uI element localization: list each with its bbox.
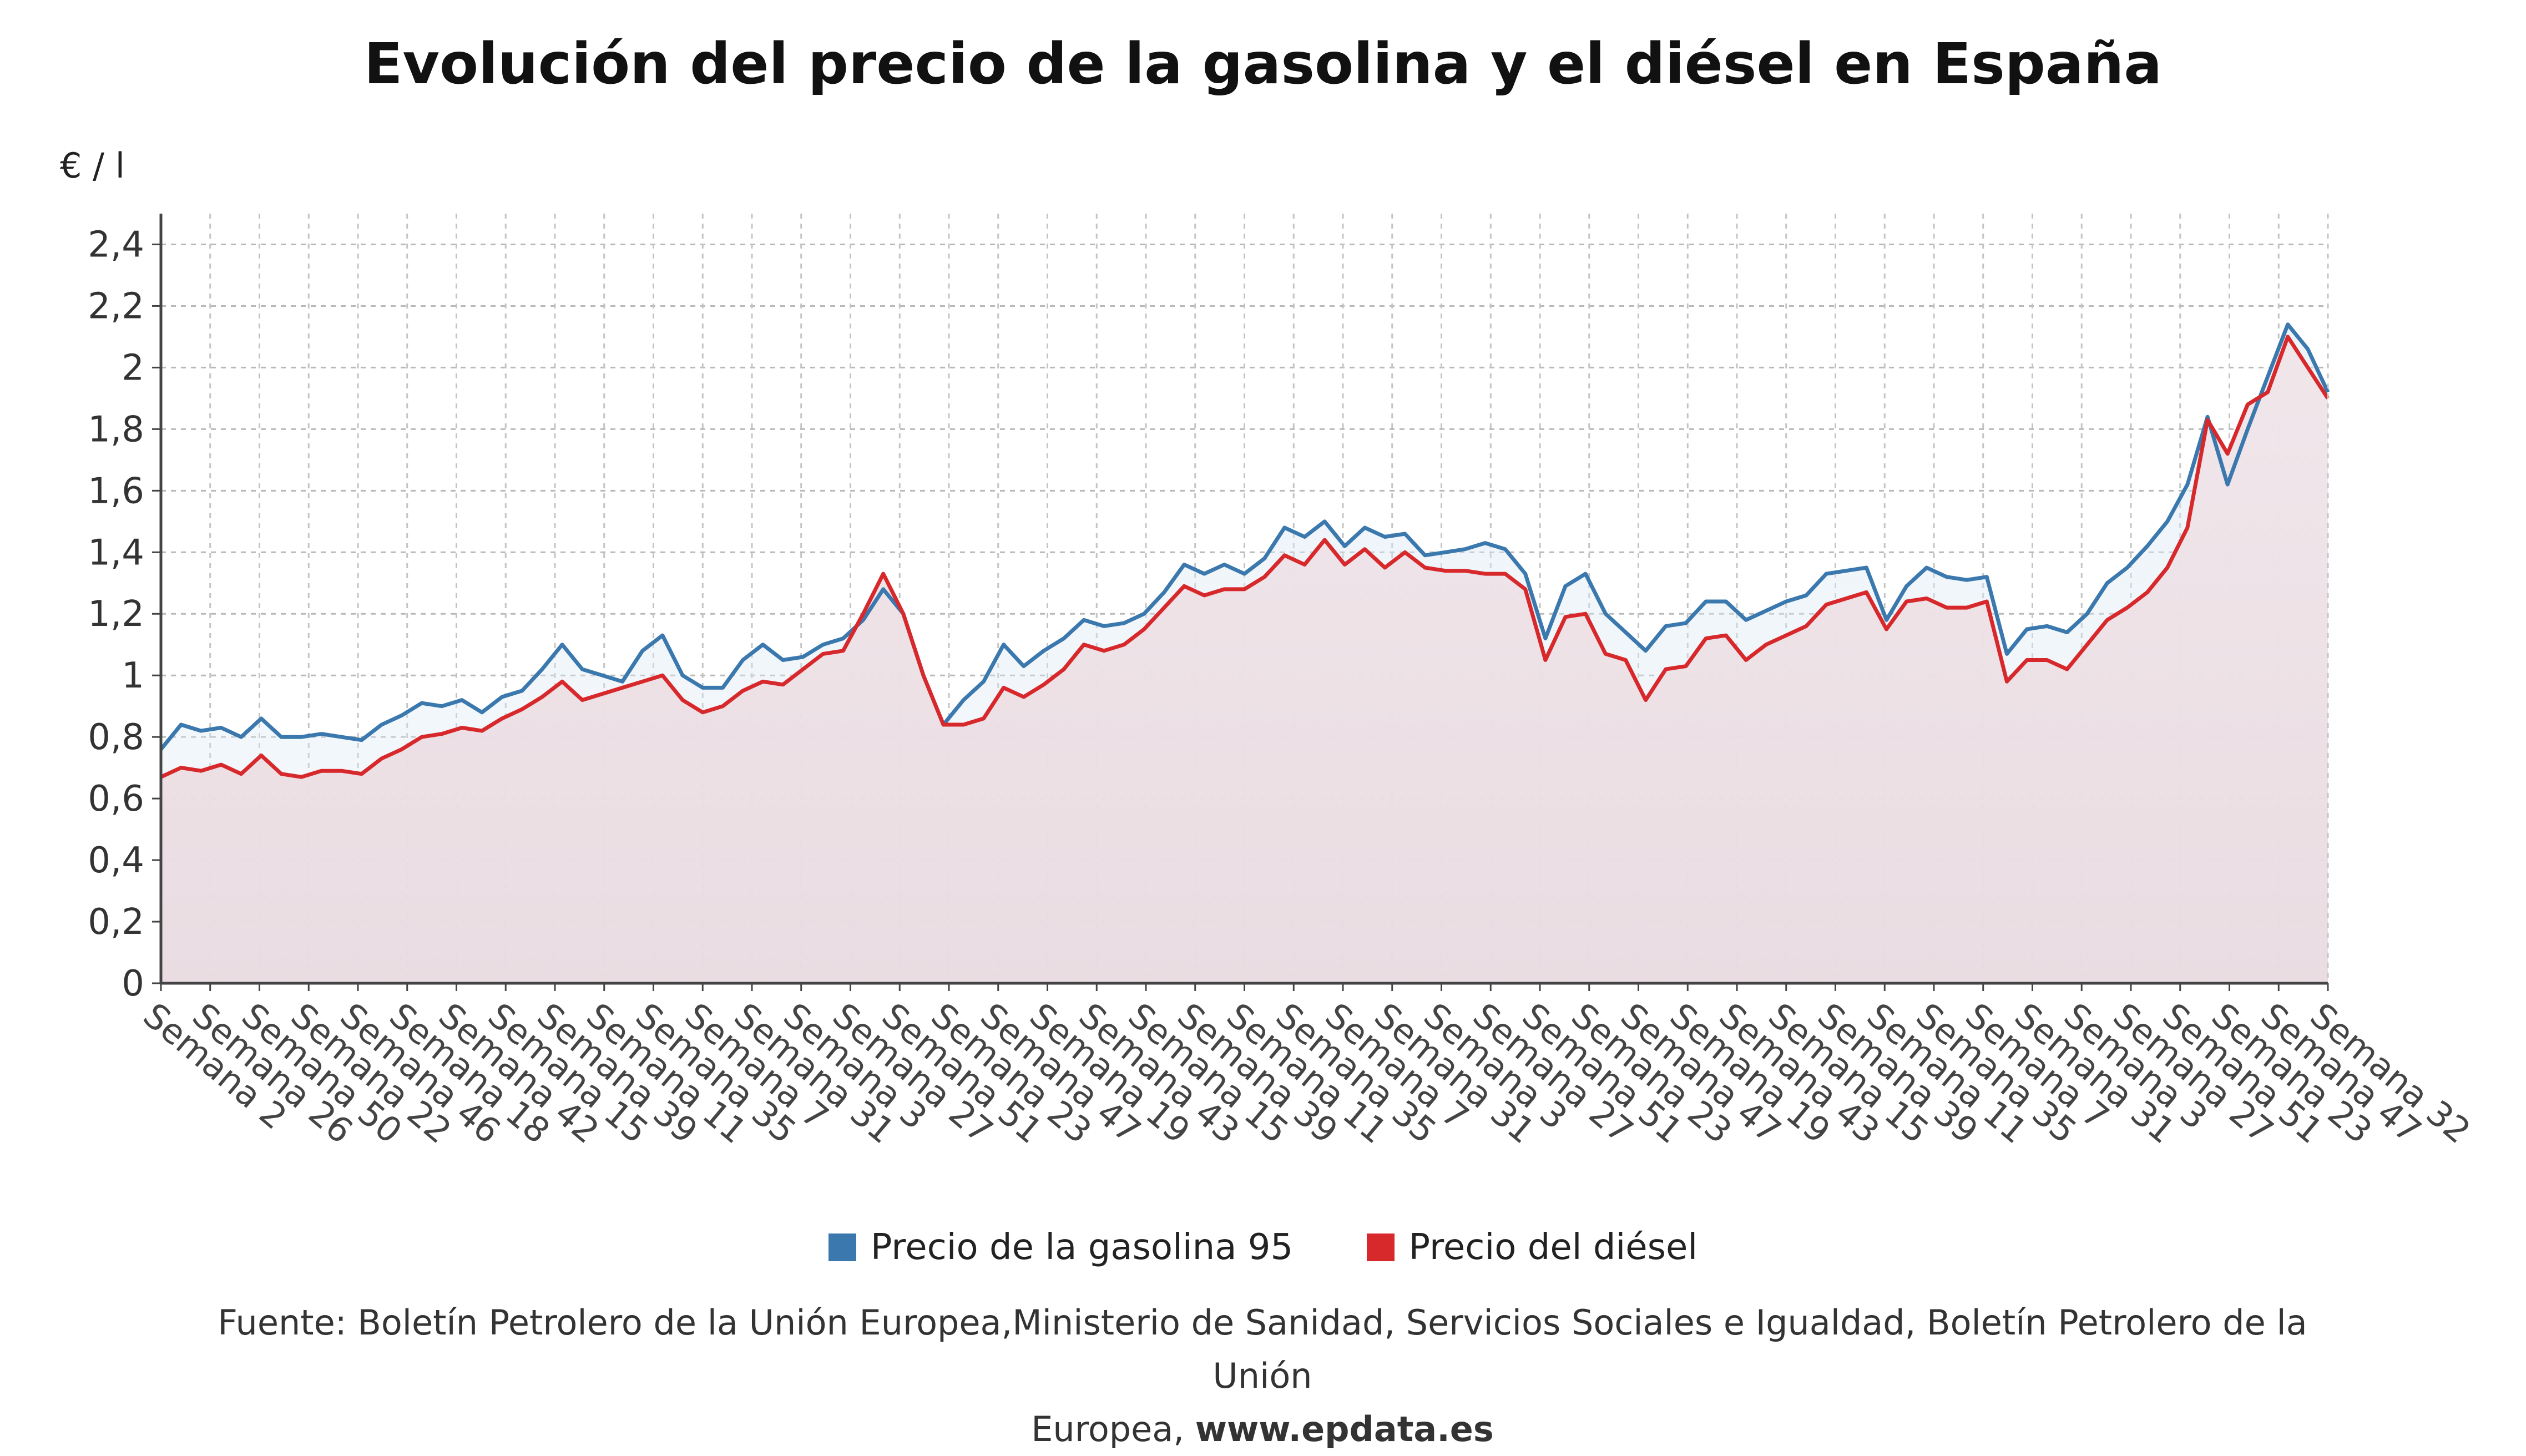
y-tick-label: 0,8 [88, 717, 144, 758]
y-tick-label: 0,2 [88, 902, 144, 943]
y-tick-label: 0,4 [88, 840, 144, 881]
area-diesel [161, 336, 2328, 983]
y-tick-label: 2,4 [88, 224, 144, 265]
source-link[interactable]: www.epdata.es [1195, 1409, 1494, 1449]
source-text-line2: Europea, [1031, 1409, 1195, 1449]
legend-label-diesel: Precio del diésel [1408, 1227, 1698, 1268]
y-tick-label: 1,4 [88, 532, 144, 573]
y-tick-label: 1,8 [88, 409, 144, 450]
y-tick-label: 1,6 [88, 471, 144, 512]
series-line-gasolina [159, 322, 2330, 751]
y-tick-label: 0,6 [88, 778, 144, 820]
chart-title: Evolución del precio de la gasolina y el… [363, 31, 2163, 97]
y-tick-label: 0 [122, 963, 144, 1004]
legend-item-diesel[interactable]: Precio del diésel [1366, 1227, 1698, 1268]
y-tick-label: 1,2 [88, 594, 144, 635]
area-fills [161, 324, 2328, 984]
series-line-diesel [160, 335, 2330, 779]
y-tick-label: 2,2 [88, 286, 144, 327]
source-note: Fuente: Boletín Petrolero de la Unión Eu… [166, 1296, 2358, 1456]
y-tick-label: 1 [122, 655, 144, 696]
legend-swatch-diesel [1366, 1233, 1395, 1262]
legend-item-gasolina[interactable]: Precio de la gasolina 95 [828, 1227, 1293, 1268]
source-text-line1: Fuente: Boletín Petrolero de la Unión Eu… [218, 1302, 2307, 1396]
legend-label-gasolina: Precio de la gasolina 95 [870, 1227, 1294, 1268]
legend-swatch-gasolina [828, 1233, 856, 1262]
line-chart: 0 0,2 0,4 0,6 0,8 1 1,2 1,4 1,6 1,8 2 2,2 2,4 Semana… [88, 214, 2478, 1151]
y-tick-label: 2 [122, 347, 144, 388]
y-axis-ticks: 0 0,2 0,4 0,6 0,8 1 1,2 1,4 1,6 1,8 2 2,2 2,4 [88, 224, 161, 1004]
y-axis-unit-label: € / l [60, 145, 125, 186]
series-lines [159, 322, 2330, 779]
legend: Precio de la gasolina 95 Precio del diés… [0, 1225, 2526, 1268]
